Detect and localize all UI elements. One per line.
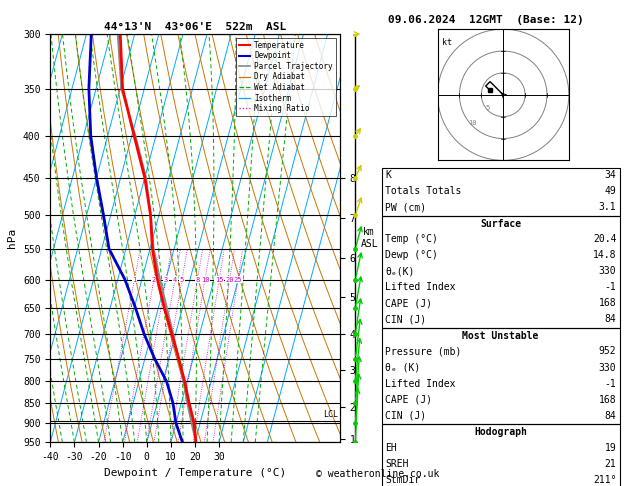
Text: 330: 330 xyxy=(599,266,616,277)
Text: 168: 168 xyxy=(599,298,616,309)
Text: 21: 21 xyxy=(604,459,616,469)
Text: Temp (°C): Temp (°C) xyxy=(385,234,438,244)
Text: 2: 2 xyxy=(152,277,156,282)
Text: LCL: LCL xyxy=(323,410,338,419)
Text: 952: 952 xyxy=(599,347,616,357)
Title: 44°13'N  43°06'E  522m  ASL: 44°13'N 43°06'E 522m ASL xyxy=(104,22,286,32)
X-axis label: Dewpoint / Temperature (°C): Dewpoint / Temperature (°C) xyxy=(104,468,286,478)
Text: 84: 84 xyxy=(604,411,616,421)
Y-axis label: km
ASL: km ASL xyxy=(360,227,378,249)
Legend: Temperature, Dewpoint, Parcel Trajectory, Dry Adiabat, Wet Adiabat, Isotherm, Mi: Temperature, Dewpoint, Parcel Trajectory… xyxy=(236,38,336,116)
Text: CAPE (J): CAPE (J) xyxy=(385,395,432,405)
Y-axis label: hPa: hPa xyxy=(8,228,18,248)
Text: 4: 4 xyxy=(173,277,177,282)
Text: Most Unstable: Most Unstable xyxy=(462,331,539,341)
Text: 15: 15 xyxy=(215,277,223,282)
Text: 8: 8 xyxy=(196,277,199,282)
Text: Lifted Index: Lifted Index xyxy=(385,379,455,389)
Text: K: K xyxy=(385,170,391,180)
Text: 5: 5 xyxy=(486,105,490,111)
Text: 168: 168 xyxy=(599,395,616,405)
Text: CIN (J): CIN (J) xyxy=(385,411,426,421)
Text: Lifted Index: Lifted Index xyxy=(385,282,455,293)
Text: 14.8: 14.8 xyxy=(593,250,616,260)
Text: 10: 10 xyxy=(469,121,477,126)
Text: kt: kt xyxy=(442,38,452,47)
Text: 211°: 211° xyxy=(593,475,616,485)
Text: EH: EH xyxy=(385,443,397,453)
Text: 20.4: 20.4 xyxy=(593,234,616,244)
Text: 84: 84 xyxy=(604,314,616,325)
Text: © weatheronline.co.uk: © weatheronline.co.uk xyxy=(316,469,439,479)
Text: Dewp (°C): Dewp (°C) xyxy=(385,250,438,260)
Text: 3.1: 3.1 xyxy=(599,202,616,212)
Text: -1: -1 xyxy=(604,379,616,389)
Text: 25: 25 xyxy=(234,277,242,282)
Text: 5: 5 xyxy=(180,277,184,282)
Text: StmDir: StmDir xyxy=(385,475,420,485)
Text: 34: 34 xyxy=(604,170,616,180)
Text: 1: 1 xyxy=(132,277,136,282)
Text: θₑ (K): θₑ (K) xyxy=(385,363,420,373)
Text: 49: 49 xyxy=(604,186,616,196)
Text: CIN (J): CIN (J) xyxy=(385,314,426,325)
Text: 10: 10 xyxy=(201,277,209,282)
Text: SREH: SREH xyxy=(385,459,408,469)
Text: 19: 19 xyxy=(604,443,616,453)
Text: 09.06.2024  12GMT  (Base: 12): 09.06.2024 12GMT (Base: 12) xyxy=(388,15,584,25)
Text: Totals Totals: Totals Totals xyxy=(385,186,461,196)
Text: θₑ(K): θₑ(K) xyxy=(385,266,415,277)
Text: CAPE (J): CAPE (J) xyxy=(385,298,432,309)
Text: PW (cm): PW (cm) xyxy=(385,202,426,212)
Text: 20: 20 xyxy=(225,277,234,282)
Text: 330: 330 xyxy=(599,363,616,373)
Text: 3: 3 xyxy=(164,277,168,282)
Text: Pressure (mb): Pressure (mb) xyxy=(385,347,461,357)
Text: -1: -1 xyxy=(604,282,616,293)
Text: Surface: Surface xyxy=(480,219,521,229)
Text: Hodograph: Hodograph xyxy=(474,427,527,437)
